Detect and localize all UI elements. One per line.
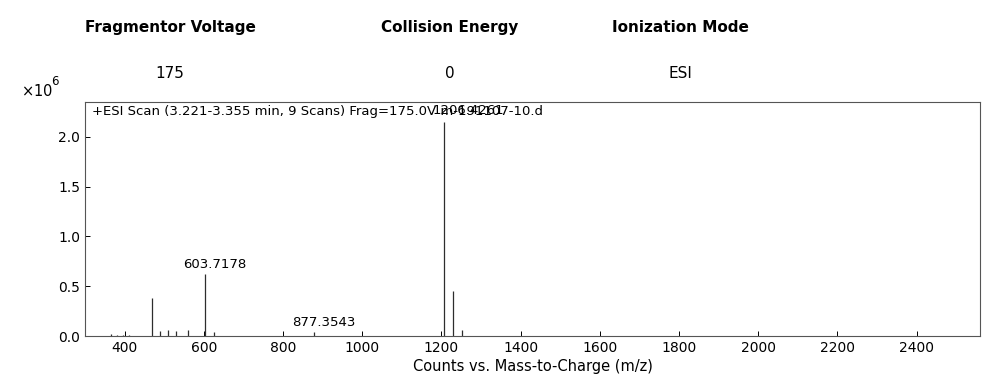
X-axis label: Counts vs. Mass-to-Charge (m/z): Counts vs. Mass-to-Charge (m/z) — [413, 359, 652, 374]
Text: 1206.4261: 1206.4261 — [432, 104, 504, 117]
Text: 6: 6 — [51, 75, 58, 88]
Text: 877.3543: 877.3543 — [292, 316, 355, 329]
Text: Fragmentor Voltage: Fragmentor Voltage — [85, 20, 255, 34]
Text: +ESI Scan (3.221-3.355 min, 9 Scans) Frag=175.0V m-191107-10.d: +ESI Scan (3.221-3.355 min, 9 Scans) Fra… — [92, 105, 543, 118]
Text: 175: 175 — [156, 66, 184, 81]
Text: $\times$10: $\times$10 — [21, 83, 52, 99]
Text: ESI: ESI — [668, 66, 692, 81]
Text: 0: 0 — [445, 66, 455, 81]
Text: Collision Energy: Collision Energy — [381, 20, 519, 34]
Text: 603.7178: 603.7178 — [183, 258, 247, 271]
Text: Ionization Mode: Ionization Mode — [612, 20, 748, 34]
